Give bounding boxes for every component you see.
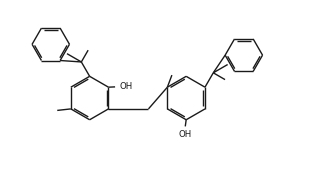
Text: OH: OH — [178, 130, 191, 139]
Text: OH: OH — [120, 82, 133, 91]
